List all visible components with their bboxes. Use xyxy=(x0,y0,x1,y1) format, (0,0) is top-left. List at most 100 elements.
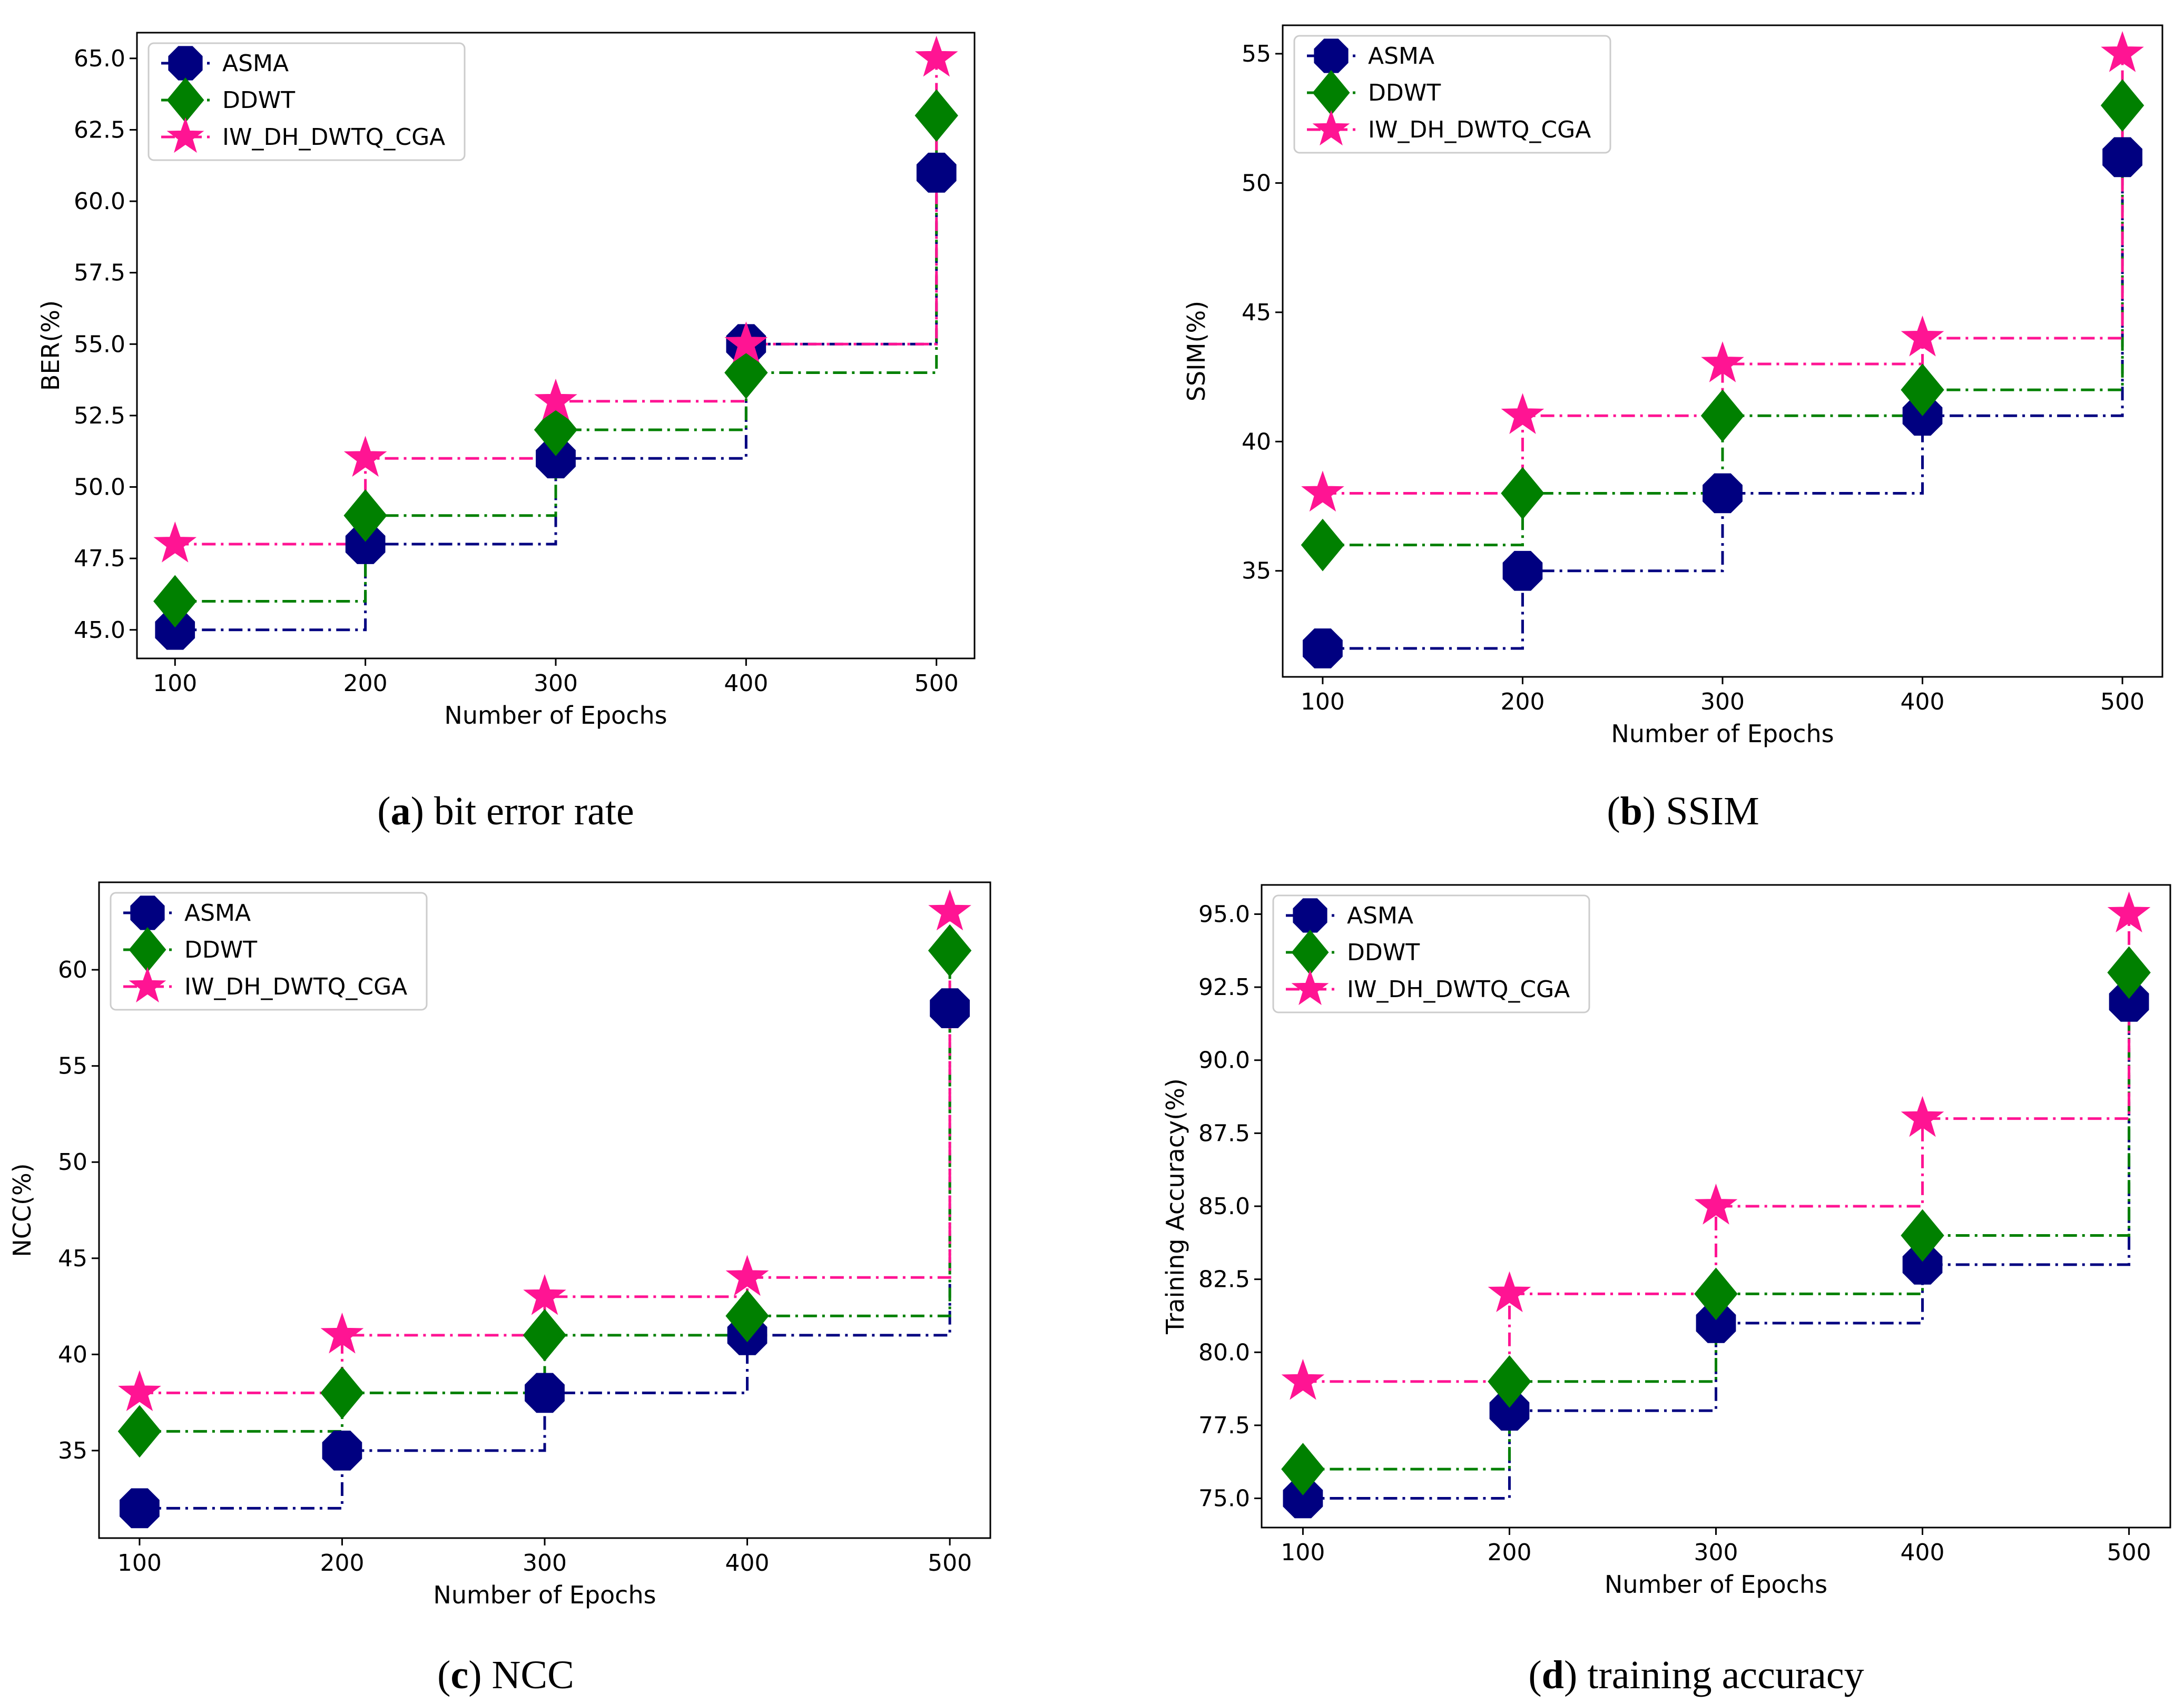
chart-panel-b: 35 40 45 50 55 100 200 300 400 500 Number of Epoch… xyxy=(1182,24,2163,833)
y-tick-label: 50 xyxy=(1242,170,1271,196)
data-point-ddwt xyxy=(1488,1355,1531,1408)
y-tick-label: 87.5 xyxy=(1198,1120,1250,1147)
y-tick-label: 65.0 xyxy=(74,45,125,72)
legend-label: ASMA xyxy=(222,50,289,77)
x-tick-label: 100 xyxy=(117,1550,162,1577)
data-point-iw_dh_dwtq_cga xyxy=(1701,341,1744,382)
data-point-ddwt xyxy=(914,89,958,142)
y-tick-label: 45 xyxy=(1242,299,1271,326)
y-axis-label: BER(%) xyxy=(36,300,65,391)
series-line-asma xyxy=(139,1008,951,1510)
legend-label: DDWT xyxy=(184,937,257,963)
chart-panel-d: 75.0 77.5 80.0 82.5 85.0 87.5 90.0 92.5 95.0 100 2… xyxy=(1161,884,2171,1697)
caption-letter: c xyxy=(450,1653,468,1697)
y-axis-label: SSIM(%) xyxy=(1182,301,1211,401)
y-tick-label: 60.0 xyxy=(74,188,125,215)
data-point-iw_dh_dwtq_cga xyxy=(1488,1271,1531,1313)
x-tick-label: 200 xyxy=(1500,688,1544,715)
legend-marker xyxy=(1293,898,1327,933)
x-tick-label: 300 xyxy=(523,1550,567,1577)
y-tick-label: 57.5 xyxy=(74,260,125,287)
legend-label: DDWT xyxy=(222,87,295,114)
data-point-asma xyxy=(1902,1245,1943,1285)
series-line-ddwt xyxy=(175,115,938,603)
y-tick-label: 40 xyxy=(58,1341,87,1368)
data-point-iw_dh_dwtq_cga xyxy=(118,1370,161,1412)
y-tick-label: 35 xyxy=(58,1437,87,1464)
legend-marker xyxy=(168,46,203,81)
series-line-asma xyxy=(1303,1001,2131,1500)
data-point-ddwt xyxy=(343,489,387,542)
data-point-iw_dh_dwtq_cga xyxy=(153,521,197,563)
y-tick-label: 82.5 xyxy=(1198,1266,1250,1293)
legend-label: IW_DH_DWTQ_CGA xyxy=(1368,116,1591,143)
legend-box xyxy=(1293,35,1611,154)
series-line-asma xyxy=(1322,157,2124,650)
data-point-asma xyxy=(1502,550,1543,591)
x-tick-label: 400 xyxy=(1901,1539,1945,1566)
data-point-iw_dh_dwtq_cga xyxy=(724,321,768,363)
y-tick-label: 55 xyxy=(1242,41,1271,67)
data-point-iw_dh_dwtq_cga xyxy=(523,1274,566,1315)
data-point-iw_dh_dwtq_cga xyxy=(1901,316,1944,357)
x-tick-label: 100 xyxy=(1281,1539,1325,1566)
y-tick-label: 55 xyxy=(58,1053,87,1080)
y-tick-label: 85.0 xyxy=(1198,1193,1250,1220)
data-point-iw_dh_dwtq_cga xyxy=(725,1255,769,1296)
x-tick-label: 100 xyxy=(1301,688,1345,715)
data-point-ddwt xyxy=(153,575,197,628)
y-tick-label: 92.5 xyxy=(1198,974,1250,1001)
legend-marker xyxy=(1314,38,1349,73)
caption-letter: a xyxy=(391,789,411,833)
y-tick-label: 35 xyxy=(1242,558,1271,585)
panel-caption: (a) bit error rate xyxy=(377,789,634,833)
legend-marker xyxy=(1291,969,1329,1006)
data-point-asma xyxy=(2109,982,2149,1022)
data-point-ddwt xyxy=(1700,389,1745,442)
data-point-asma xyxy=(536,438,576,479)
caption-text: training accuracy xyxy=(1587,1653,1864,1697)
data-point-asma xyxy=(1283,1478,1323,1519)
data-point-iw_dh_dwtq_cga xyxy=(1901,1096,1944,1137)
data-point-asma xyxy=(930,988,970,1028)
x-tick-label: 200 xyxy=(1487,1539,1531,1566)
data-point-iw_dh_dwtq_cga xyxy=(1281,1358,1325,1400)
y-tick-label: 50 xyxy=(58,1149,87,1176)
x-axis-label: Number of Epochs xyxy=(444,701,667,730)
x-tick-label: 400 xyxy=(724,670,768,697)
data-point-asma xyxy=(1303,628,1343,668)
data-point-asma xyxy=(525,1373,565,1413)
legend-label: DDWT xyxy=(1368,80,1441,106)
data-point-ddwt xyxy=(1694,1267,1738,1321)
data-point-iw_dh_dwtq_cga xyxy=(1694,1184,1738,1225)
legend-box xyxy=(1272,894,1590,1013)
data-point-ddwt xyxy=(725,1289,769,1343)
x-tick-label: 200 xyxy=(320,1550,364,1577)
x-axis-label: Number of Epochs xyxy=(433,1581,656,1609)
legend-marker xyxy=(1312,110,1350,146)
data-point-ddwt xyxy=(534,403,578,456)
x-tick-label: 300 xyxy=(1694,1539,1738,1566)
y-tick-label: 75.0 xyxy=(1198,1485,1250,1512)
data-point-asma xyxy=(1703,473,1743,514)
data-point-ddwt xyxy=(320,1366,364,1420)
x-tick-label: 500 xyxy=(914,670,959,697)
caption-letter: d xyxy=(1542,1653,1564,1697)
x-tick-label: 100 xyxy=(153,670,197,697)
x-tick-label: 500 xyxy=(2100,688,2144,715)
legend-label: ASMA xyxy=(184,900,251,927)
caption-text: NCC xyxy=(492,1653,574,1697)
panel-caption: (d) training accuracy xyxy=(1528,1653,1864,1697)
data-point-asma xyxy=(155,609,195,650)
data-point-asma xyxy=(916,152,957,193)
legend-label: DDWT xyxy=(1347,939,1420,966)
caption-letter: b xyxy=(1620,789,1642,833)
legend-label: IW_DH_DWTQ_CGA xyxy=(1347,976,1570,1003)
panel-caption: (b) SSIM xyxy=(1607,789,1759,833)
y-tick-label: 95.0 xyxy=(1198,901,1250,928)
x-axis-label: Number of Epochs xyxy=(1605,1570,1827,1599)
y-tick-label: 55.0 xyxy=(74,331,125,358)
x-axis-label: Number of Epochs xyxy=(1611,720,1834,748)
data-point-ddwt xyxy=(1281,1443,1325,1495)
y-tick-label: 60 xyxy=(58,957,87,983)
